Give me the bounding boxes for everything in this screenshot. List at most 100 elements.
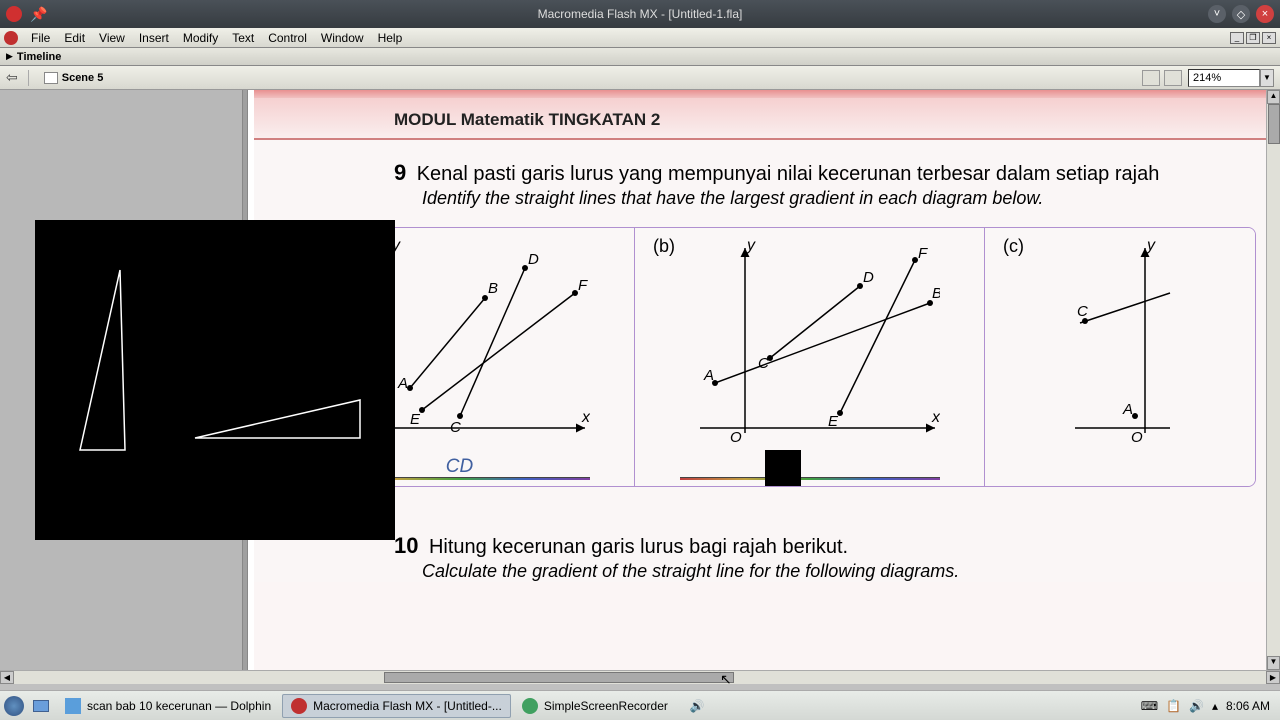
svg-text:D: D bbox=[528, 251, 539, 268]
scene-name[interactable]: Scene 5 bbox=[62, 72, 104, 84]
app-icon bbox=[6, 6, 22, 22]
task-flash-label: Macromedia Flash MX - [Untitled-... bbox=[313, 699, 502, 713]
module-title: MODUL Matematik TINGKATAN 2 bbox=[254, 98, 1266, 140]
cursor-caret bbox=[765, 450, 801, 486]
answer-b bbox=[680, 456, 940, 478]
svg-text:F: F bbox=[918, 245, 928, 262]
scroll-up-button[interactable]: ▲ bbox=[1267, 90, 1280, 104]
hscroll-thumb[interactable] bbox=[384, 672, 734, 683]
q10-text-my: Hitung kecerunan garis lurus bagi rajah … bbox=[429, 536, 848, 558]
menu-insert[interactable]: Insert bbox=[132, 31, 176, 45]
diagram-b-label: (b) bbox=[653, 236, 675, 257]
task-volume-indicator[interactable]: 🔊 bbox=[679, 694, 716, 718]
q10-number: 10 bbox=[394, 533, 418, 558]
menu-file[interactable]: File bbox=[24, 31, 57, 45]
task-flash[interactable]: Macromedia Flash MX - [Untitled-... bbox=[282, 694, 511, 718]
volume-icon: 🔊 bbox=[690, 699, 705, 713]
menu-bar: File Edit View Insert Modify Text Contro… bbox=[0, 28, 1280, 48]
zoom-input[interactable]: 214% bbox=[1188, 69, 1260, 87]
minimize-button[interactable]: ˅ bbox=[1208, 5, 1226, 23]
svg-text:x: x bbox=[581, 409, 590, 426]
menu-edit[interactable]: Edit bbox=[57, 31, 92, 45]
diagram-row: (a) y x O A B bbox=[284, 227, 1256, 487]
svg-text:O: O bbox=[1131, 429, 1143, 446]
start-button[interactable] bbox=[4, 696, 24, 716]
task-ssr[interactable]: SimpleScreenRecorder bbox=[513, 694, 677, 718]
svg-text:F: F bbox=[578, 277, 588, 294]
svg-text:y: y bbox=[746, 238, 756, 254]
svg-text:E: E bbox=[828, 413, 839, 430]
menu-help[interactable]: Help bbox=[371, 31, 410, 45]
close-button[interactable]: × bbox=[1256, 5, 1274, 23]
clock[interactable]: 8:06 AM bbox=[1226, 700, 1270, 712]
taskbar: scan bab 10 kecerunan — Dolphin Macromed… bbox=[0, 690, 1280, 720]
edit-scene-button[interactable] bbox=[1142, 70, 1160, 86]
tray-clipboard-icon[interactable]: 📋 bbox=[1166, 699, 1181, 713]
svg-text:x: x bbox=[931, 409, 940, 426]
document-page: MODUL Matematik TINGKATAN 2 9 Kenal past… bbox=[254, 90, 1266, 670]
scene-icon bbox=[44, 72, 58, 84]
menu-view[interactable]: View bbox=[92, 31, 132, 45]
svg-text:C: C bbox=[758, 355, 769, 372]
svg-text:A: A bbox=[1122, 401, 1133, 418]
window-titlebar: 📌 Macromedia Flash MX - [Untitled-1.fla]… bbox=[0, 0, 1280, 28]
zoom-dropdown-button[interactable]: ▼ bbox=[1260, 69, 1274, 87]
scroll-right-button[interactable]: ▶ bbox=[1266, 671, 1280, 684]
system-tray: ⌨ 📋 🔊 ▴ 8:06 AM bbox=[1141, 699, 1276, 713]
scene-bar: ⇦ Scene 5 214% ▼ bbox=[0, 66, 1280, 90]
diagram-b: (b) y x O A B bbox=[635, 228, 985, 486]
svg-text:O: O bbox=[730, 429, 742, 446]
tray-keyboard-icon[interactable]: ⌨ bbox=[1141, 699, 1158, 713]
svg-text:D: D bbox=[863, 269, 874, 286]
svg-text:A: A bbox=[397, 375, 408, 392]
menu-text[interactable]: Text bbox=[225, 31, 261, 45]
pin-icon[interactable]: 📌 bbox=[30, 6, 47, 23]
timeline-label: Timeline bbox=[17, 51, 61, 63]
back-button[interactable]: ⇦ bbox=[6, 69, 18, 86]
q10-text-en: Calculate the gradient of the straight l… bbox=[422, 561, 1256, 582]
horizontal-scrollbar[interactable]: ◀ ↖ ▶ bbox=[0, 670, 1280, 684]
recorder-icon bbox=[522, 698, 538, 714]
flash-icon bbox=[291, 698, 307, 714]
flash-stage-black bbox=[35, 220, 395, 540]
edit-symbols-button[interactable] bbox=[1164, 70, 1182, 86]
tray-volume-icon[interactable]: 🔊 bbox=[1189, 699, 1204, 713]
svg-text:B: B bbox=[488, 280, 498, 297]
mouse-cursor-icon: ↖ bbox=[720, 671, 732, 688]
maximize-button[interactable]: ◇ bbox=[1232, 5, 1250, 23]
menu-modify[interactable]: Modify bbox=[176, 31, 225, 45]
window-title: Macromedia Flash MX - [Untitled-1.fla] bbox=[206, 7, 1074, 21]
svg-text:C: C bbox=[1077, 303, 1088, 320]
vertical-scrollbar[interactable]: ▲ ▼ bbox=[1266, 90, 1280, 670]
folder-icon bbox=[65, 698, 81, 714]
svg-text:y: y bbox=[1146, 238, 1156, 254]
diagram-c: (c) y O C A bbox=[985, 228, 1255, 486]
q9-text-en: Identify the straight lines that have th… bbox=[422, 188, 1256, 209]
mdi-restore-button[interactable]: ❐ bbox=[1246, 32, 1260, 44]
menu-window[interactable]: Window bbox=[314, 31, 371, 45]
show-desktop-button[interactable] bbox=[30, 695, 52, 717]
task-ssr-label: SimpleScreenRecorder bbox=[544, 699, 668, 713]
menu-control[interactable]: Control bbox=[261, 31, 314, 45]
scroll-down-button[interactable]: ▼ bbox=[1267, 656, 1280, 670]
mdi-minimize-button[interactable]: _ bbox=[1230, 32, 1244, 44]
diagram-c-label: (c) bbox=[1003, 236, 1024, 257]
graph-c: y O C A bbox=[1065, 238, 1175, 448]
q9-number: 9 bbox=[394, 160, 406, 185]
task-dolphin-label: scan bab 10 kecerunan — Dolphin bbox=[87, 699, 271, 713]
expand-triangle-icon: ▶ bbox=[6, 51, 13, 62]
tray-expand-icon[interactable]: ▴ bbox=[1212, 699, 1218, 713]
svg-text:C: C bbox=[450, 419, 461, 436]
scroll-left-button[interactable]: ◀ bbox=[0, 671, 14, 684]
q9-text-my: Kenal pasti garis lurus yang mempunyai n… bbox=[417, 163, 1160, 185]
graph-b: y x O A B C D bbox=[680, 238, 940, 448]
mdi-close-button[interactable]: × bbox=[1262, 32, 1276, 44]
svg-text:A: A bbox=[703, 367, 714, 384]
timeline-panel-header[interactable]: ▶ Timeline bbox=[0, 48, 1280, 66]
task-dolphin[interactable]: scan bab 10 kecerunan — Dolphin bbox=[56, 694, 280, 718]
svg-text:B: B bbox=[932, 285, 940, 302]
svg-text:E: E bbox=[410, 411, 421, 428]
stage-area[interactable]: MODUL Matematik TINGKATAN 2 9 Kenal past… bbox=[0, 90, 1280, 670]
vscroll-thumb[interactable] bbox=[1268, 104, 1280, 144]
flash-logo-icon bbox=[4, 31, 18, 45]
